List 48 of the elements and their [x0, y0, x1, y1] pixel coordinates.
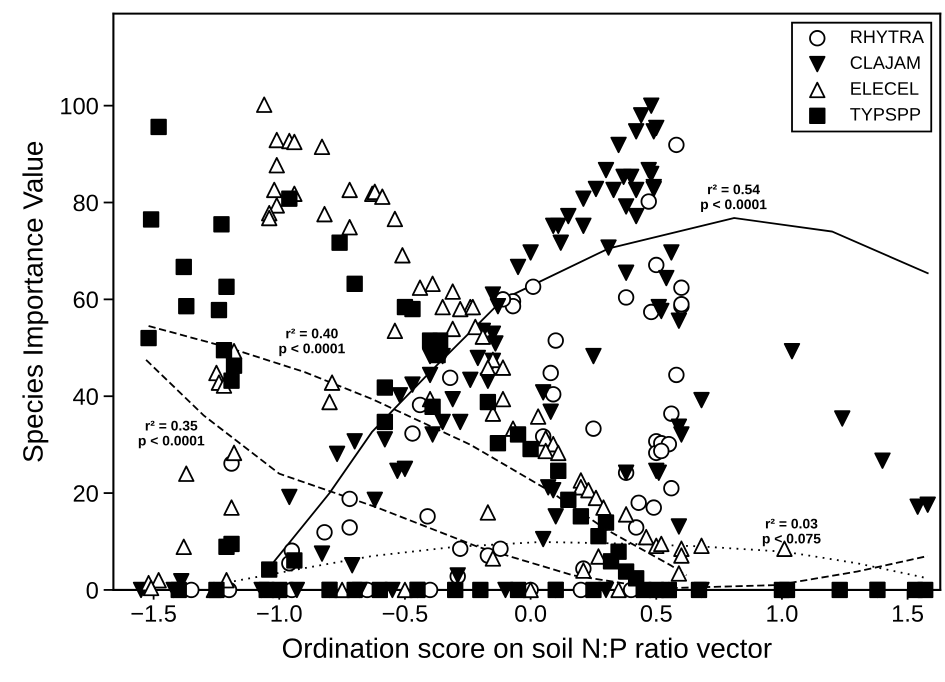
point: [419, 508, 436, 525]
point: [630, 494, 647, 511]
point: [668, 136, 685, 154]
y-tick-label: 80: [74, 194, 98, 212]
point: [524, 278, 542, 295]
point: [452, 540, 468, 557]
point: [663, 405, 680, 422]
legend-label: ELECEL: [851, 82, 918, 95]
x-axis-title: Ordination score on soil N:P ratio vector: [282, 638, 772, 658]
x-tick-label: 0.5: [640, 605, 672, 622]
legend-label: TYPSPP: [850, 108, 920, 121]
point: [663, 480, 680, 496]
point: [628, 519, 644, 536]
y-tick-label: 60: [74, 291, 98, 308]
point: [542, 364, 559, 382]
point: [648, 256, 664, 274]
y-tick-label: 0: [86, 582, 98, 599]
point: [404, 425, 421, 442]
point: [341, 490, 358, 508]
point: [316, 524, 333, 540]
legend-label: CLAJAM: [850, 56, 920, 70]
annotation: r² = 0.54 p < 0.0001: [701, 184, 767, 212]
point: [442, 370, 458, 386]
point: [640, 193, 657, 210]
point: [653, 442, 670, 460]
annotation: r² = 0.40 p < 0.0001: [279, 328, 345, 356]
y-tick-label: 20: [74, 485, 98, 502]
y-axis-title: Species Importance Value: [22, 142, 48, 462]
point: [585, 420, 602, 437]
point: [545, 386, 562, 402]
point: [668, 366, 685, 384]
point: [646, 499, 662, 516]
point: [618, 289, 634, 306]
point: [492, 540, 509, 557]
x-tick-label: 1.0: [767, 605, 798, 622]
annotation: r² = 0.35 p < 0.0001: [138, 420, 204, 448]
x-tick-label: 0.0: [515, 605, 546, 622]
y-tick-label: 100: [61, 98, 98, 114]
point: [673, 280, 690, 296]
x-tick-label: 1.5: [892, 605, 924, 622]
x-tick-label: −1.5: [131, 605, 176, 622]
point: [548, 332, 564, 349]
annotation: r² = 0.03 p < 0.075: [762, 518, 821, 546]
x-tick-label: −0.5: [382, 605, 428, 622]
point: [341, 519, 358, 536]
y-tick-label: 40: [73, 388, 98, 406]
legend-label: RHYTRA: [851, 30, 924, 43]
x-tick-label: −1.0: [257, 605, 302, 622]
